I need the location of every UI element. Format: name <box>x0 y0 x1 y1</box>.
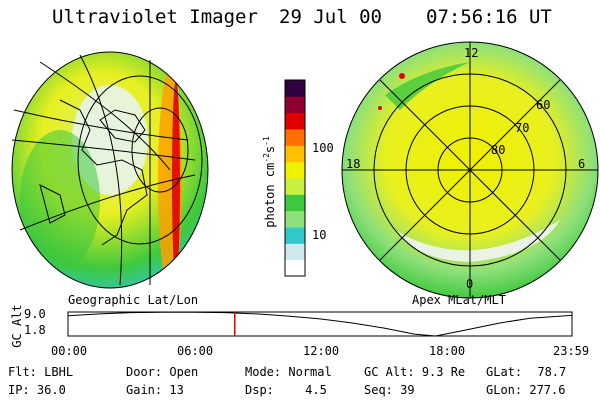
colorbar-segment <box>285 80 305 97</box>
date-label: 29 Jul 00 <box>279 6 382 28</box>
info-mode: Mode: Normal <box>245 365 332 379</box>
colorbar-segment <box>285 227 305 244</box>
colorbar-segment <box>285 145 305 163</box>
colorbar-segment <box>285 112 305 130</box>
colorbar-segment <box>285 259 305 277</box>
colorbar-segment <box>285 243 305 261</box>
info-flt: Flt: LBHL <box>8 365 74 379</box>
info-glon: GLon: 277.6 <box>486 383 566 397</box>
mlt-12-label: 12 <box>464 46 479 60</box>
altitude-xtick-0: 00:00 <box>51 344 88 358</box>
altitude-profile-line <box>67 311 572 337</box>
mlt-6-label: 6 <box>578 157 586 171</box>
colorbar <box>284 79 306 277</box>
altitude-ytick-high: 9.0 <box>24 307 46 321</box>
mlt-0-label: 0 <box>466 277 474 291</box>
info-door: Door: Open <box>126 365 199 379</box>
info-dsp: Dsp: 4.5 <box>245 383 327 397</box>
polar-image <box>341 41 599 299</box>
altitude-xtick-2: 12:00 <box>303 344 340 358</box>
colorbar-segment <box>285 194 305 212</box>
colorbar-segment <box>285 178 305 195</box>
info-gc-alt: GC Alt: 9.3 Re <box>364 365 466 379</box>
colorbar-tick-100: 100 <box>312 141 334 155</box>
colorbar-segment <box>285 96 305 114</box>
mlat-70-label: 70 <box>515 121 530 135</box>
time-label: 07:56:16 UT <box>426 6 552 28</box>
info-glat: GLat: 78.7 <box>486 365 567 379</box>
colorbar-tick-10: 10 <box>312 228 327 242</box>
mlat-60-label: 60 <box>536 98 551 112</box>
mlat-80-label: 80 <box>491 143 506 157</box>
altitude-xtick-4: 23:59 <box>553 344 590 358</box>
altitude-xtick-3: 18:00 <box>429 344 466 358</box>
altitude-ytick-low: 1.8 <box>24 323 46 337</box>
colorbar-unit-label: photon cm-2s-1 <box>262 136 277 228</box>
colorbar-segment <box>285 210 305 228</box>
info-gain: Gain: 13 <box>126 383 184 397</box>
altitude-plot <box>67 311 573 337</box>
geographic-caption: Geographic Lat/Lon <box>68 293 199 307</box>
instrument-title: Ultraviolet Imager <box>52 6 258 28</box>
geographic-image <box>11 51 209 289</box>
colorbar-segment <box>285 161 305 179</box>
info-seq: Seq: 39 <box>364 383 415 397</box>
altitude-xtick-1: 06:00 <box>177 344 214 358</box>
altitude-ylabel: GC Alt <box>10 304 24 348</box>
colorbar-segment <box>285 129 305 146</box>
info-ip: IP: 36.0 <box>8 383 66 397</box>
mlt-18-label: 18 <box>346 157 361 171</box>
polar-caption: Apex MLat/MLT <box>412 293 506 307</box>
